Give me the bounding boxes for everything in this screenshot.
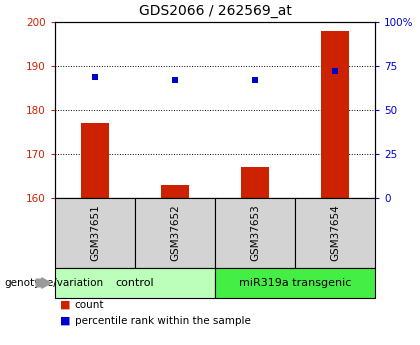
Text: ■: ■ bbox=[60, 316, 71, 326]
Bar bbox=[241, 167, 269, 198]
Text: GSM37654: GSM37654 bbox=[330, 205, 340, 262]
Text: GSM37651: GSM37651 bbox=[90, 205, 100, 262]
Bar bbox=[161, 185, 189, 198]
Bar bbox=[81, 123, 109, 198]
Text: count: count bbox=[75, 300, 104, 310]
Text: GSM37652: GSM37652 bbox=[170, 205, 180, 262]
Title: GDS2066 / 262569_at: GDS2066 / 262569_at bbox=[139, 4, 291, 18]
Text: GSM37653: GSM37653 bbox=[250, 205, 260, 262]
Text: ■: ■ bbox=[60, 300, 71, 310]
Text: percentile rank within the sample: percentile rank within the sample bbox=[75, 316, 251, 326]
Text: genotype/variation: genotype/variation bbox=[4, 278, 103, 288]
Bar bbox=[321, 31, 349, 198]
Text: control: control bbox=[116, 278, 154, 288]
Text: miR319a transgenic: miR319a transgenic bbox=[239, 278, 351, 288]
